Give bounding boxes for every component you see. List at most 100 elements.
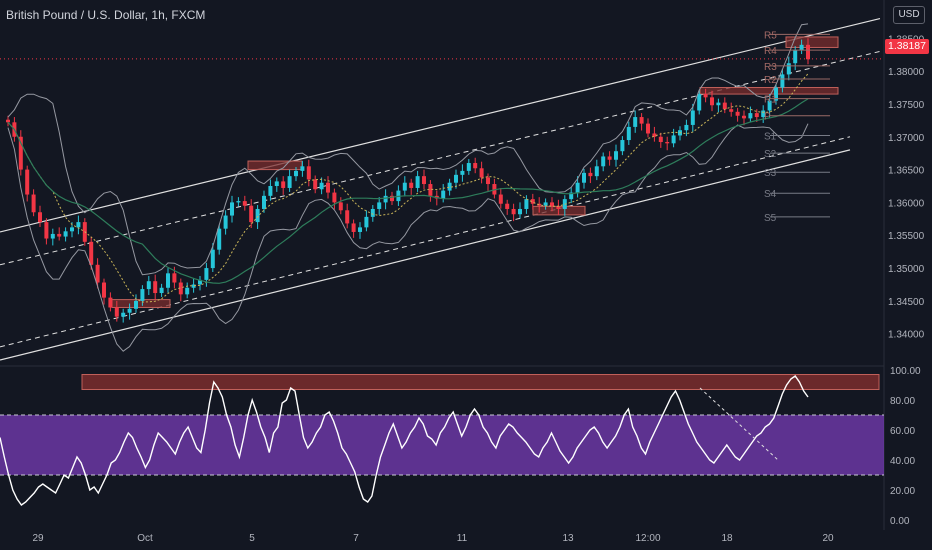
candle-body bbox=[121, 312, 126, 317]
pivot-level-label: R2 bbox=[764, 75, 777, 86]
candle-body bbox=[671, 135, 676, 144]
candle-body bbox=[806, 44, 810, 60]
candle-body bbox=[511, 208, 516, 215]
candle-body bbox=[466, 163, 471, 171]
candle-body bbox=[518, 208, 522, 215]
candle-body bbox=[294, 170, 298, 177]
symbol-title[interactable]: British Pound / U.S. Dollar, 1h, FXCM bbox=[6, 8, 206, 22]
candle-body bbox=[50, 233, 55, 239]
time-tick-label: 13 bbox=[562, 533, 574, 544]
candle-body bbox=[217, 228, 222, 250]
candle-body bbox=[57, 233, 62, 237]
candle-body bbox=[38, 212, 42, 223]
candle-body bbox=[70, 227, 74, 232]
rsi-tick-label: 80.00 bbox=[890, 396, 915, 407]
candle-body bbox=[582, 172, 586, 183]
rsi-background-band bbox=[0, 415, 884, 475]
moving-average-line bbox=[7, 98, 809, 284]
candle-body bbox=[351, 223, 356, 232]
candle-body bbox=[665, 142, 670, 144]
candle-body bbox=[690, 110, 695, 125]
time-tick-label: 12:00 bbox=[635, 533, 660, 544]
candle-body bbox=[166, 273, 170, 288]
candle-body bbox=[262, 195, 266, 209]
price-zone-box bbox=[699, 87, 839, 95]
candle-body bbox=[479, 168, 484, 178]
candle-body bbox=[754, 113, 759, 118]
rsi-tick-label: 60.00 bbox=[890, 426, 915, 437]
candle-body bbox=[274, 181, 279, 186]
price-tick-label: 1.36000 bbox=[888, 198, 925, 209]
pivot-level-label: S3 bbox=[764, 168, 777, 179]
candle-body bbox=[454, 174, 458, 183]
pivot-level-label: R1 bbox=[764, 95, 777, 106]
candle-body bbox=[249, 205, 254, 223]
rsi-tick-label: 40.00 bbox=[890, 456, 915, 467]
candle-body bbox=[172, 273, 177, 283]
candle-body bbox=[601, 156, 606, 167]
candle-body bbox=[550, 202, 554, 207]
candle-body bbox=[767, 100, 772, 111]
price-tick-label: 1.35000 bbox=[888, 264, 925, 275]
candle-body bbox=[326, 182, 330, 193]
channel-lower-line bbox=[0, 149, 851, 361]
price-tick-label: 1.35500 bbox=[888, 231, 925, 242]
candle-body bbox=[127, 308, 132, 313]
candle-body bbox=[377, 202, 382, 209]
price-tick-label: 1.38000 bbox=[888, 67, 925, 78]
candle-body bbox=[338, 202, 343, 211]
candle-body bbox=[313, 179, 318, 190]
candle-body bbox=[652, 133, 657, 137]
time-tick-label: 20 bbox=[822, 533, 834, 544]
candle-body bbox=[594, 166, 599, 177]
candle-body bbox=[230, 202, 234, 216]
candle-body bbox=[31, 194, 36, 213]
candle-body bbox=[799, 44, 804, 51]
candle-body bbox=[537, 203, 542, 206]
price-zone-box bbox=[247, 160, 303, 171]
price-zone-box bbox=[785, 36, 839, 48]
pivot-level-label: R4 bbox=[764, 46, 777, 57]
candle-body bbox=[703, 94, 708, 98]
candle-body bbox=[178, 282, 183, 295]
candle-body bbox=[422, 176, 426, 185]
time-tick-label: 5 bbox=[249, 533, 255, 544]
candle-body bbox=[89, 241, 94, 265]
candle-body bbox=[140, 289, 145, 301]
rsi-tick-label: 0.00 bbox=[890, 516, 910, 527]
candle-body bbox=[626, 126, 631, 141]
candle-body bbox=[614, 151, 618, 160]
candle-body bbox=[486, 177, 490, 185]
candle-body bbox=[748, 113, 753, 119]
channel-upper-line bbox=[0, 17, 881, 233]
pivot-level-label: S5 bbox=[764, 213, 777, 224]
rsi-tick-label: 100.00 bbox=[890, 366, 921, 377]
candle-body bbox=[76, 222, 81, 228]
time-tick-label: 7 bbox=[353, 533, 359, 544]
price-tick-label: 1.34000 bbox=[888, 330, 925, 341]
candle-body bbox=[441, 190, 446, 199]
time-tick-label: 18 bbox=[721, 533, 733, 544]
candle-body bbox=[575, 182, 580, 193]
candle-body bbox=[633, 117, 638, 127]
currency-badge[interactable]: USD bbox=[893, 6, 925, 24]
candle-body bbox=[383, 195, 388, 203]
bollinger-upper-line bbox=[7, 23, 809, 276]
candle-body bbox=[505, 203, 510, 209]
candle-body bbox=[498, 194, 503, 204]
candle-body bbox=[697, 94, 702, 111]
rsi-overbought-zone bbox=[81, 374, 880, 390]
candle-body bbox=[102, 282, 106, 298]
candle-body bbox=[236, 201, 241, 203]
candle-body bbox=[774, 87, 778, 101]
candle-body bbox=[44, 222, 49, 239]
pivot-level-label: S4 bbox=[764, 189, 777, 200]
candle-body bbox=[543, 202, 548, 206]
candle-body bbox=[716, 102, 721, 106]
bollinger-lower-line bbox=[7, 123, 809, 352]
candle-body bbox=[223, 215, 228, 229]
candle-body bbox=[530, 199, 535, 204]
candle-body bbox=[6, 119, 10, 123]
candle-body bbox=[268, 186, 273, 196]
